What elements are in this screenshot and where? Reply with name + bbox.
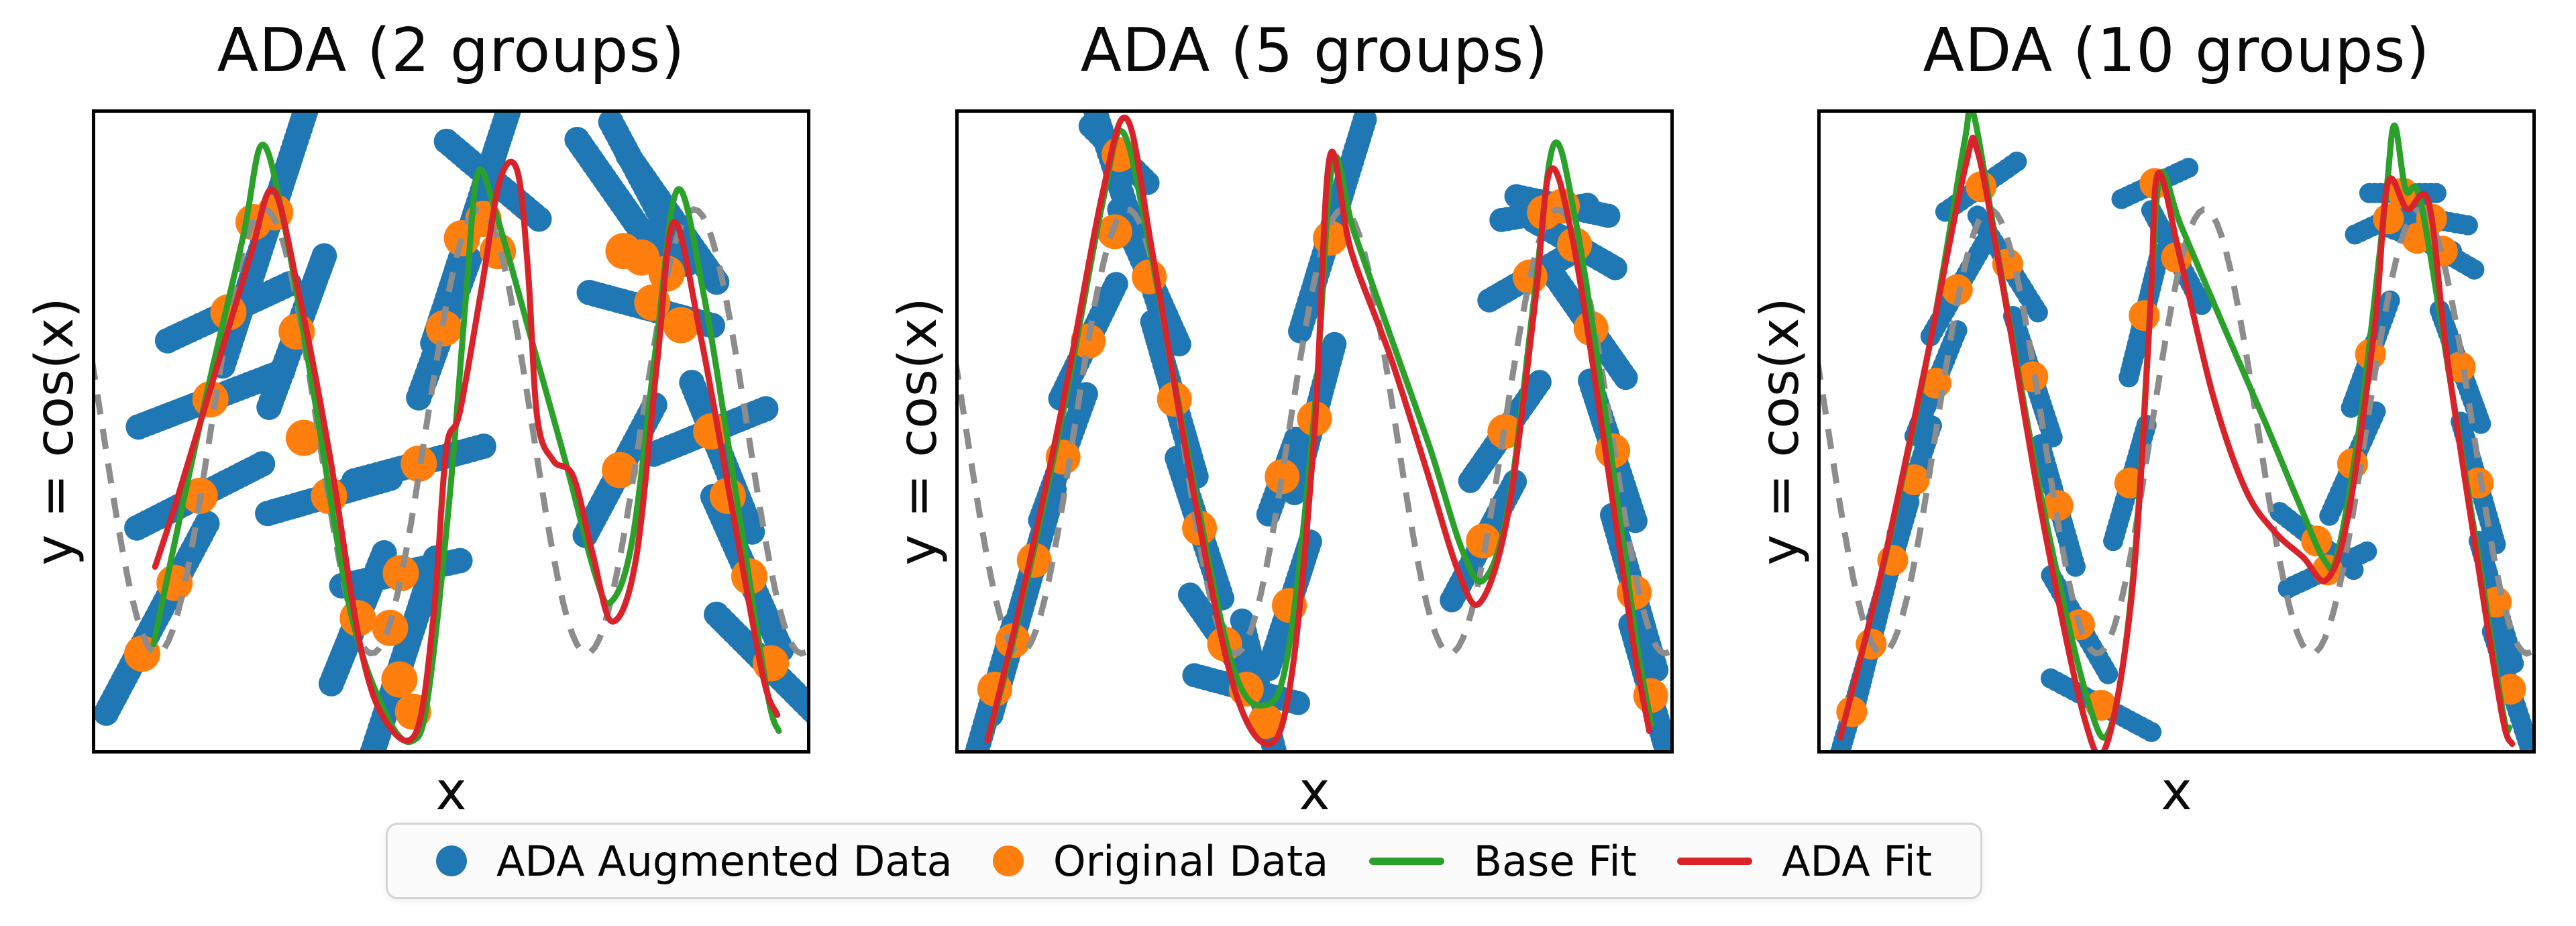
original-data-dot-icon — [992, 845, 1024, 876]
legend-label: Base Fit — [1473, 836, 1637, 886]
legend: ADA Augmented Data Original Data Base Fi… — [386, 823, 1982, 899]
subplot-title-5-groups: ADA (5 groups) — [1080, 15, 1549, 86]
legend-item-original: Original Data — [992, 836, 1329, 886]
legend-label: Original Data — [1053, 836, 1329, 886]
subplot-title-10-groups: ADA (10 groups) — [1923, 15, 2430, 86]
base-fit-line-icon — [1368, 857, 1444, 865]
axes-border — [92, 109, 810, 754]
y-axis-label: y = cos(x) — [888, 297, 949, 566]
base-fit-curve — [150, 142, 782, 745]
legend-label: ADA Augmented Data — [496, 836, 953, 886]
ada-fit-curve — [984, 114, 1653, 748]
ada-fit-curve — [1837, 134, 2516, 754]
x-axis-label: x — [435, 762, 467, 822]
augmented-data-dot-icon — [436, 845, 467, 876]
x-axis-label: x — [2161, 762, 2192, 822]
y-axis-label: y = cos(x) — [1750, 297, 1811, 566]
subplot-title-2-groups: ADA (2 groups) — [217, 15, 686, 86]
legend-item-augmented: ADA Augmented Data — [436, 837, 953, 886]
axes-border — [1817, 109, 2536, 754]
true-cosine-curve — [1817, 206, 2536, 657]
plot-area-2-groups — [92, 109, 810, 754]
y-axis-label: y = cos(x) — [25, 297, 85, 566]
axes-border — [955, 109, 1674, 754]
legend-item-base-fit: Base Fit — [1368, 836, 1637, 886]
plot-area-5-groups — [955, 109, 1674, 754]
x-axis-label: x — [1299, 762, 1330, 822]
ada-fit-curve — [152, 158, 781, 744]
plot-area-10-groups — [1817, 109, 2536, 754]
legend-label: ADA Fit — [1782, 836, 1932, 886]
true-cosine-curve — [955, 206, 1674, 657]
legend-item-ada-fit: ADA Fit — [1677, 837, 1932, 886]
ada-fit-line-icon — [1677, 857, 1753, 865]
